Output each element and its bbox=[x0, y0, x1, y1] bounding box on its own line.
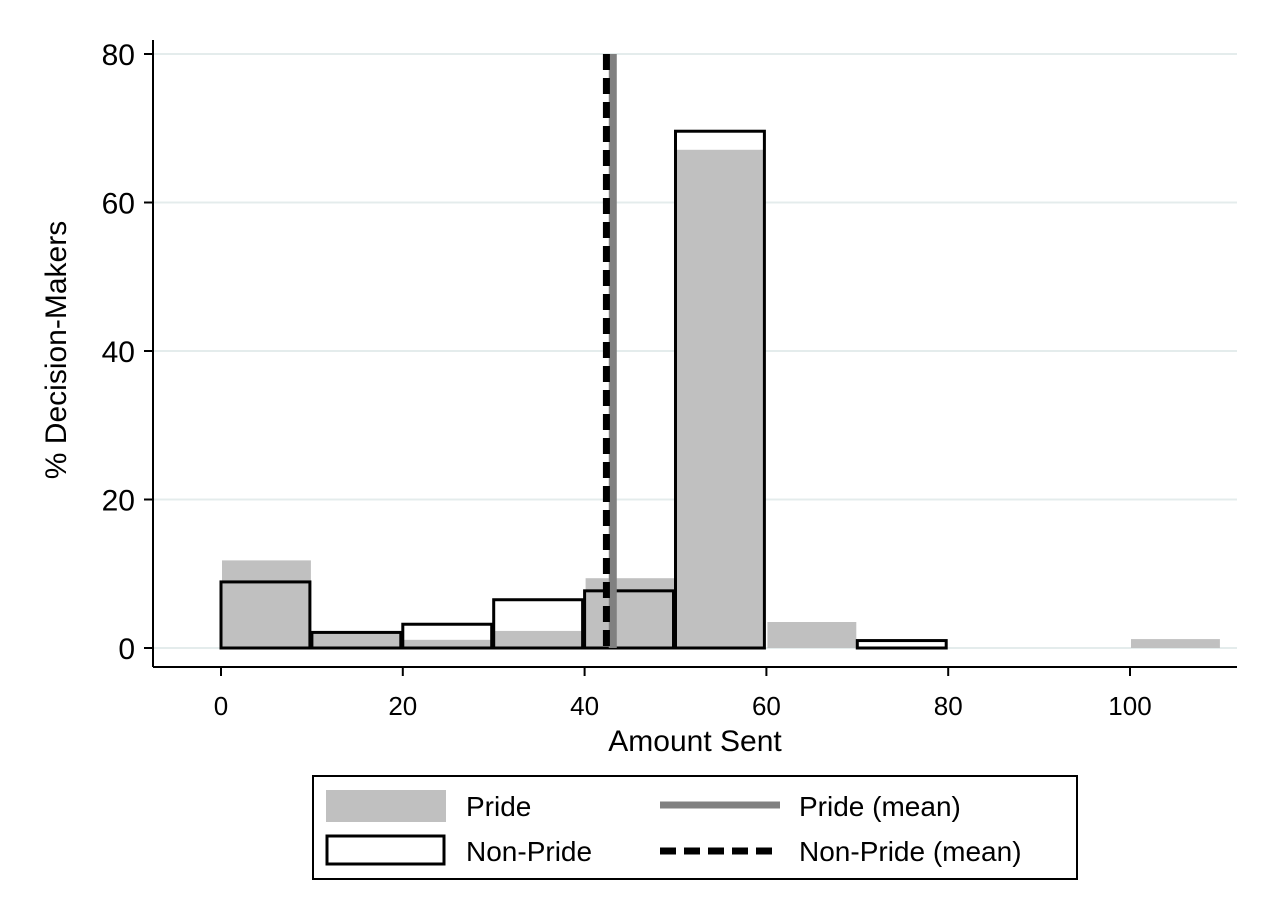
y-tick-label-80: 80 bbox=[102, 39, 135, 72]
y-tick-label-40: 40 bbox=[102, 336, 135, 369]
bar-non-pride-20 bbox=[401, 622, 494, 650]
bar-pride-50 bbox=[676, 149, 766, 648]
bar-pride-100 bbox=[1131, 639, 1220, 648]
legend-label-pride: Pride bbox=[466, 791, 531, 822]
bar-non-pride-50 bbox=[674, 129, 766, 650]
x-tick-label-0: 0 bbox=[214, 691, 228, 721]
mean-lines bbox=[602, 54, 617, 648]
legend: Pride Pride (mean) Non-Pride Non-Pride (mea… bbox=[312, 775, 1078, 880]
x-axis-title: Amount Sent bbox=[608, 725, 782, 758]
y-tick-label-20: 20 bbox=[102, 485, 135, 518]
bar-pride-40 bbox=[585, 578, 675, 648]
bar-non-pride-40 bbox=[583, 589, 675, 650]
legend-swatch-pride bbox=[326, 790, 446, 822]
bars bbox=[219, 129, 1220, 650]
x-tick-label-20: 20 bbox=[388, 691, 417, 721]
bar-pride-10 bbox=[312, 632, 402, 648]
bar-non-pride-10 bbox=[310, 630, 403, 650]
x-tick-label-100: 100 bbox=[1108, 691, 1151, 721]
bar-pride-60 bbox=[767, 622, 857, 648]
bar-non-pride-70 bbox=[855, 639, 948, 650]
bar-pride-20 bbox=[403, 639, 493, 648]
legend-label-pride-mean: Pride (mean) bbox=[799, 791, 961, 822]
y-tick-label-0: 0 bbox=[118, 633, 135, 666]
bar-non-pride-30 bbox=[492, 598, 585, 650]
bar-non-pride-0 bbox=[219, 580, 312, 650]
x-tick-label-80: 80 bbox=[934, 691, 963, 721]
y-axis-title: % Decision-Makers bbox=[40, 221, 73, 479]
legend-swatch-non-pride bbox=[325, 834, 446, 866]
legend-label-non-pride-mean: Non-Pride (mean) bbox=[799, 836, 1022, 867]
x-tick-label-40: 40 bbox=[570, 691, 599, 721]
y-tick-label-60: 60 bbox=[102, 188, 135, 221]
axes: 0 20 40 60 80 0 20 40 60 80 100 bbox=[102, 39, 1237, 721]
x-tick-label-60: 60 bbox=[752, 691, 781, 721]
legend-label-non-pride: Non-Pride bbox=[466, 836, 592, 867]
bar-pride-0 bbox=[222, 560, 311, 648]
bar-pride-30 bbox=[494, 630, 584, 648]
